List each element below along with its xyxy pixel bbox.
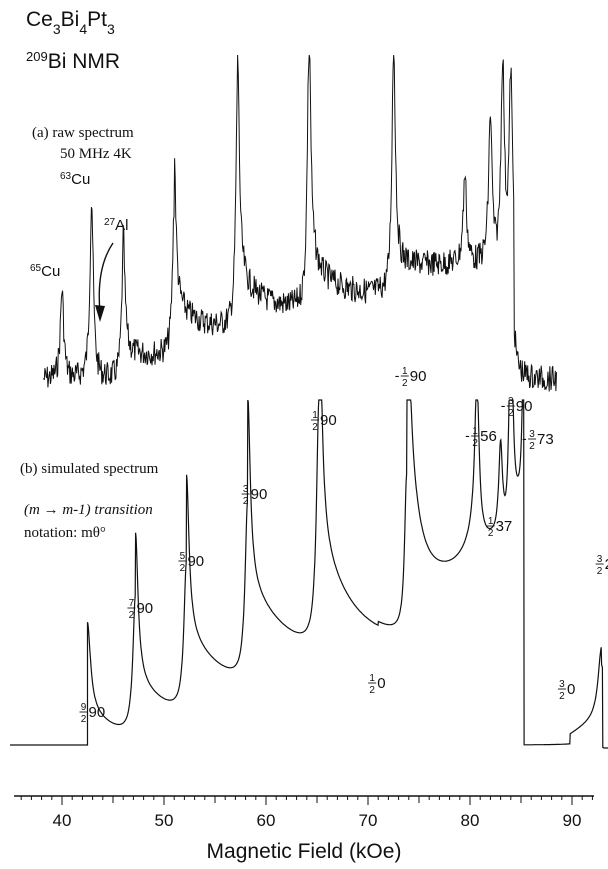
peak-label: 52 90 [178, 551, 204, 574]
simulated-spectrum-line [10, 399, 608, 749]
peak-label-numerator: 1 [312, 410, 318, 421]
x-tick-label: 40 [53, 811, 72, 830]
peak-label-sign: - [465, 427, 470, 443]
peak-label-denominator: 2 [81, 714, 87, 725]
peak-label-numerator: 3 [243, 484, 249, 495]
peak-label-angle: 22 [605, 556, 608, 573]
x-axis-title: Magnetic Field (kOe) [207, 840, 402, 863]
peak-label-numerator: 7 [129, 598, 135, 609]
peak-label-numerator: 1 [369, 673, 375, 684]
annotation-63cu: 63Cu [60, 171, 90, 189]
peak-label: 92 90 [79, 702, 106, 725]
peak-label-denominator: 2 [180, 563, 186, 574]
peak-label-angle: 56 [480, 428, 497, 445]
x-tick-label: 90 [563, 811, 582, 830]
peak-label-denominator: 2 [369, 685, 375, 696]
peak-label-numerator: 9 [81, 702, 87, 713]
annotation-65cu: 65Cu [30, 263, 60, 281]
peak-label-denominator: 2 [243, 496, 249, 507]
peak-label-numerator: 1 [488, 516, 494, 527]
peak-label-angle: 90 [89, 704, 106, 721]
peak-label-denominator: 2 [508, 408, 514, 419]
peak-label: 32 90 [241, 484, 268, 507]
notation-note: notation: mθ° [24, 525, 106, 541]
peak-label-sign: - [501, 397, 506, 413]
peak-label: -12 90 [395, 366, 427, 389]
peak-label-angle: 90 [516, 398, 533, 415]
peak-label-denominator: 2 [488, 528, 494, 539]
peak-label-angle: 90 [251, 486, 268, 503]
peak-label: -32 73 [522, 429, 554, 452]
peak-label-sign: - [522, 430, 527, 446]
peak-label-angle: 0 [377, 675, 385, 692]
peak-label: 12 90 [311, 410, 337, 433]
peak-label-sign: - [395, 367, 400, 383]
peak-label: -12 56 [465, 426, 497, 449]
peak-label: -32 90 [501, 396, 533, 419]
peak-label-angle: 90 [136, 600, 153, 617]
peak-label-numerator: 3 [559, 679, 565, 690]
peak-label-denominator: 2 [472, 438, 478, 449]
title-nucleus: 209Bi NMR [26, 49, 120, 74]
peak-label: 12 37 [486, 516, 513, 539]
peak-label-angle: 73 [537, 431, 554, 448]
x-tick-label: 70 [359, 811, 378, 830]
peak-label-denominator: 2 [559, 691, 565, 702]
x-tick-label: 50 [155, 811, 174, 830]
peak-label-numerator: 1 [472, 426, 478, 437]
transition-note: (m → m-1) transition [24, 502, 153, 518]
al-arrow-shaft [98, 242, 114, 313]
peak-label-numerator: 3 [529, 429, 535, 440]
peak-label-numerator: 1 [402, 366, 408, 377]
peak-label-numerator: 3 [508, 396, 514, 407]
peak-label: 12 0 [368, 673, 386, 696]
al-arrow-head [95, 305, 105, 322]
peak-label-angle: 0 [567, 681, 575, 698]
panel-a-conditions: 50 MHz 4K [60, 146, 132, 162]
peak-label-denominator: 2 [312, 422, 318, 433]
peak-label-numerator: 5 [180, 551, 186, 562]
peak-label-denominator: 2 [402, 378, 408, 389]
peak-label-angle: 37 [496, 518, 513, 535]
peak-label-angle: 90 [410, 368, 427, 385]
peak-label: 32 0 [557, 679, 575, 702]
peak-label-denominator: 2 [597, 566, 603, 577]
panel-a-labels: (a) raw spectrum 50 MHz 4K 63Cu 27Al 65C… [30, 125, 134, 322]
panel-b-label: (b) simulated spectrum [20, 461, 159, 477]
peak-label-angle: 90 [320, 412, 337, 429]
annotation-27al: 27Al [104, 217, 128, 235]
x-axis-ticks: 40 50 60 70 80 90 [20, 796, 593, 830]
x-tick-label: 60 [257, 811, 276, 830]
title-compound: Ce3Bi4Pt3 [26, 8, 115, 37]
peak-label-numerator: 3 [597, 554, 603, 565]
figure-title: Ce3Bi4Pt3 209Bi NMR [26, 8, 120, 73]
peak-label: 3222 [595, 554, 608, 577]
x-axis: 40 50 60 70 80 90 Magnetic Field (kOe) [14, 795, 594, 863]
peak-label: 72 90 [127, 598, 153, 621]
x-tick-label: 80 [461, 811, 480, 830]
raw-spectrum-line [43, 54, 557, 392]
panel-b-labels: (b) simulated spectrum (m → m-1) transit… [20, 461, 159, 541]
peak-label-denominator: 2 [529, 441, 535, 452]
peak-label-angle: 90 [187, 553, 204, 570]
peak-label-denominator: 2 [129, 610, 135, 621]
panel-a-label: (a) raw spectrum [32, 125, 134, 141]
